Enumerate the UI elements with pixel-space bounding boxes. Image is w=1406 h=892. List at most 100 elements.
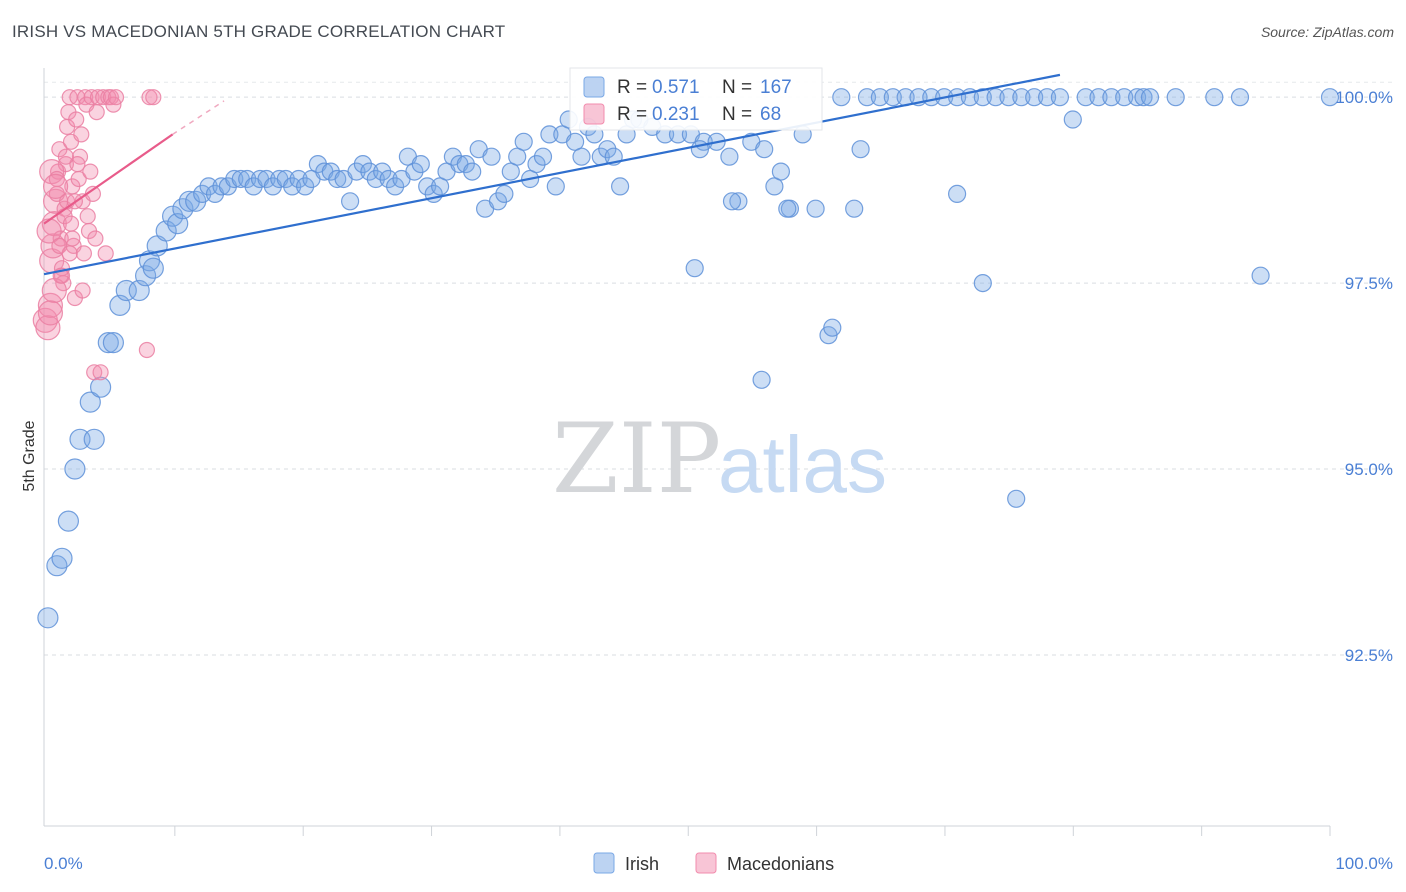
macedonians-point bbox=[107, 89, 125, 106]
macedonians-trendline-extension bbox=[172, 100, 225, 135]
irish-point bbox=[37, 607, 59, 629]
irish-point bbox=[276, 169, 295, 189]
irish-point bbox=[546, 177, 565, 196]
irish-point bbox=[418, 177, 437, 196]
irish-point bbox=[79, 391, 101, 413]
irish-point bbox=[405, 162, 424, 181]
irish-point bbox=[1166, 88, 1185, 107]
irish-point bbox=[720, 147, 739, 166]
irish-point bbox=[347, 162, 366, 181]
y-tick-label: 97.5% bbox=[1345, 274, 1393, 293]
y-tick-label: 95.0% bbox=[1345, 460, 1393, 479]
irish-point bbox=[845, 199, 864, 218]
macedonians-point bbox=[40, 233, 66, 259]
irish-point bbox=[1320, 88, 1340, 107]
irish-point bbox=[1134, 88, 1153, 107]
irish-point bbox=[296, 177, 315, 196]
macedonians-point bbox=[42, 173, 69, 199]
stat-n-value: 167 bbox=[760, 77, 792, 98]
chart-source: Source: ZipAtlas.com bbox=[1260, 24, 1394, 40]
irish-point bbox=[729, 192, 748, 211]
irish-point bbox=[1050, 88, 1070, 107]
macedonians-point bbox=[83, 89, 100, 106]
irish-legend-label: Irish bbox=[625, 854, 659, 874]
irish-point bbox=[51, 547, 73, 569]
irish-point bbox=[857, 88, 877, 107]
irish-point bbox=[83, 428, 105, 450]
irish-point bbox=[1007, 489, 1026, 508]
irish-point bbox=[883, 88, 902, 107]
irish-point bbox=[1076, 88, 1095, 107]
stat-n-value: 68 bbox=[760, 104, 781, 125]
irish-point bbox=[1115, 88, 1134, 107]
irish-point bbox=[341, 192, 360, 211]
irish-point bbox=[289, 169, 308, 189]
macedonians-point bbox=[37, 300, 64, 326]
y-axis-label: 5th Grade bbox=[21, 420, 38, 491]
irish-point bbox=[1037, 88, 1057, 107]
irish-point bbox=[947, 184, 967, 203]
irish-point bbox=[142, 257, 164, 279]
irish-point bbox=[482, 147, 501, 166]
tick-labels: 100.0% 97.5% 95.0% 92.5% 0.0% 100.0% 5th Grade bbox=[21, 88, 1393, 873]
macedonians-point bbox=[68, 111, 85, 128]
macedonian-points bbox=[32, 89, 162, 381]
stat-n-label: N = bbox=[722, 77, 752, 98]
irish-point bbox=[527, 155, 546, 174]
irish-point bbox=[778, 199, 797, 218]
irish-point bbox=[533, 147, 553, 166]
axes bbox=[43, 68, 1331, 836]
stat-r-label: R = bbox=[617, 104, 647, 125]
irish-point bbox=[1205, 88, 1224, 107]
irish-point bbox=[366, 169, 385, 189]
macedonians-stats-swatch bbox=[583, 103, 605, 125]
x-tick-label: 100.0% bbox=[1335, 854, 1393, 873]
legend-item-macedonians[interactable]: Macedonians bbox=[695, 852, 834, 874]
macedonians-point bbox=[138, 341, 155, 359]
legend[interactable]: Irish Macedonians bbox=[593, 852, 834, 874]
irish-point bbox=[514, 132, 533, 151]
irish-points bbox=[37, 88, 1340, 629]
x-tick-label: 0.0% bbox=[44, 854, 83, 873]
irish-point bbox=[685, 259, 704, 278]
irish-point bbox=[283, 177, 302, 196]
macedonians-point bbox=[141, 89, 158, 106]
irish-legend-swatch bbox=[593, 852, 615, 874]
irish-point bbox=[1089, 88, 1108, 107]
irish-point bbox=[755, 140, 774, 159]
irish-point bbox=[1012, 88, 1031, 107]
irish-point bbox=[973, 88, 992, 107]
macedonians-legend-label: Macedonians bbox=[727, 854, 834, 874]
macedonians-legend-swatch bbox=[695, 852, 717, 874]
stat-r-label: R = bbox=[617, 77, 647, 98]
irish-point bbox=[973, 274, 992, 293]
irish-point bbox=[102, 332, 125, 354]
irish-point bbox=[97, 332, 119, 354]
stats-legend: R = 0.571 N = 167 R = 0.231 N = 68 bbox=[569, 67, 823, 131]
macedonians-point bbox=[145, 89, 162, 106]
irish-point bbox=[832, 88, 851, 107]
irish-point bbox=[386, 177, 405, 196]
irish-point bbox=[598, 140, 617, 159]
irish-point bbox=[806, 199, 825, 218]
irish-point bbox=[238, 169, 257, 189]
macedonians-point bbox=[73, 126, 90, 143]
macedonians-point bbox=[88, 103, 105, 121]
irish-point bbox=[328, 169, 347, 189]
stat-r-value: 0.571 bbox=[652, 77, 700, 98]
irish-point bbox=[823, 318, 842, 337]
macedonians-point bbox=[37, 292, 64, 318]
macedonians-point bbox=[79, 208, 96, 225]
irish-point bbox=[456, 155, 475, 174]
irish-point bbox=[463, 162, 482, 181]
legend-item-irish[interactable]: Irish bbox=[593, 852, 659, 874]
y-tick-label: 100.0% bbox=[1335, 88, 1393, 107]
irish-point bbox=[771, 162, 791, 181]
irish-point bbox=[411, 155, 430, 174]
y-tick-label: 92.5% bbox=[1345, 646, 1393, 665]
macedonians-point bbox=[61, 245, 78, 262]
irish-point bbox=[572, 147, 591, 166]
watermark-zip: ZIP bbox=[552, 403, 721, 515]
macedonians-point bbox=[69, 156, 86, 173]
